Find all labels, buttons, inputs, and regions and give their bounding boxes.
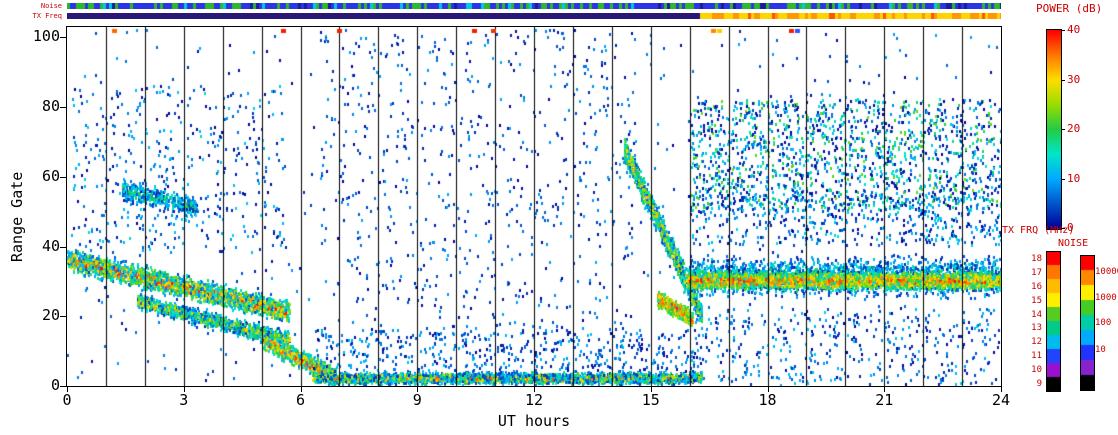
txfrq-tick-label: 15: [1031, 295, 1042, 306]
power-colorbar: [1046, 29, 1062, 230]
noise-status-strip: [67, 3, 1001, 9]
x-axis-label: UT hours: [497, 412, 571, 430]
y-tick-label: 40: [41, 236, 60, 255]
txfrq-tick-label: 17: [1031, 267, 1042, 278]
x-tick-label: 9: [412, 391, 422, 409]
y-tick-label: 60: [41, 166, 60, 185]
x-tick-mark: [534, 387, 535, 392]
power-tick-label: 30: [1067, 72, 1081, 86]
y-tick-label: 20: [41, 306, 60, 325]
txfrq-colorbar-title: TX FRQ (MHz): [1002, 225, 1075, 236]
y-tick-mark: [60, 386, 67, 387]
txfrq-tick-label: 16: [1031, 281, 1042, 292]
noise-tick-label: 10000: [1095, 267, 1118, 278]
txfrq-tick-label: 11: [1031, 351, 1042, 362]
txfrq-tick-label: 14: [1031, 309, 1042, 320]
x-tick-mark: [650, 387, 652, 392]
txfreq-status-strip: [67, 13, 1001, 19]
power-tick-mark: [1061, 79, 1065, 81]
noise-colorbar-title: NOISE: [1058, 238, 1089, 249]
noise-tick-label: 1000: [1095, 292, 1117, 303]
power-colorbar-title: POWER (dB): [1036, 2, 1103, 15]
x-tick-mark: [767, 387, 769, 392]
noise-tick-label: 100: [1095, 318, 1112, 328]
y-tick-label: 0: [50, 376, 60, 394]
x-tick-mark: [1001, 387, 1002, 392]
x-tick-mark: [67, 387, 68, 392]
x-tick-mark: [183, 387, 185, 392]
txfrq-tick-label: 13: [1031, 323, 1042, 334]
y-tick-mark: [60, 37, 67, 39]
power-tick-label: 0: [1067, 221, 1074, 234]
txfrq-tick-label: 10: [1031, 365, 1042, 376]
y-tick-mark: [60, 316, 67, 318]
power-tick-label: 40: [1067, 23, 1081, 36]
x-tick-mark: [884, 387, 886, 392]
power-tick-mark: [1061, 129, 1065, 130]
noise-tick-label: 10: [1095, 344, 1106, 355]
noise-strip-label: Noise: [40, 2, 62, 10]
y-tick-mark: [60, 176, 67, 178]
power-tick-mark: [1061, 30, 1065, 31]
x-tick-mark: [300, 387, 302, 392]
noise-colorbar: [1080, 255, 1095, 391]
x-tick-mark: [417, 387, 419, 392]
plot-area: [66, 26, 1002, 387]
x-tick-label: 0: [62, 391, 72, 409]
x-tick-label: 21: [875, 391, 894, 409]
txfrq-tick-label: 12: [1031, 337, 1042, 348]
x-tick-label: 15: [641, 391, 660, 409]
txfrq-tick-label: 9: [1036, 379, 1042, 390]
x-tick-label: 6: [295, 391, 306, 409]
power-tick-mark: [1061, 228, 1065, 229]
x-tick-label: 24: [991, 391, 1011, 409]
x-tick-label: 3: [179, 391, 189, 409]
power-tick-label: 10: [1067, 171, 1081, 185]
x-tick-label: 12: [524, 391, 544, 409]
y-tick-label: 100: [32, 27, 60, 46]
power-tick-label: 20: [1067, 122, 1081, 135]
rti-heatmap-canvas: [67, 27, 1001, 386]
x-tick-label: 18: [758, 391, 777, 409]
y-tick-mark: [60, 246, 67, 248]
y-tick-label: 80: [41, 97, 60, 116]
txfrq-tick-label: 18: [1031, 253, 1042, 264]
txfrq-colorbar: [1046, 251, 1061, 392]
txfreq-strip-label: TX Freq: [32, 12, 62, 20]
power-tick-mark: [1061, 178, 1065, 180]
y-tick-mark: [60, 107, 67, 109]
